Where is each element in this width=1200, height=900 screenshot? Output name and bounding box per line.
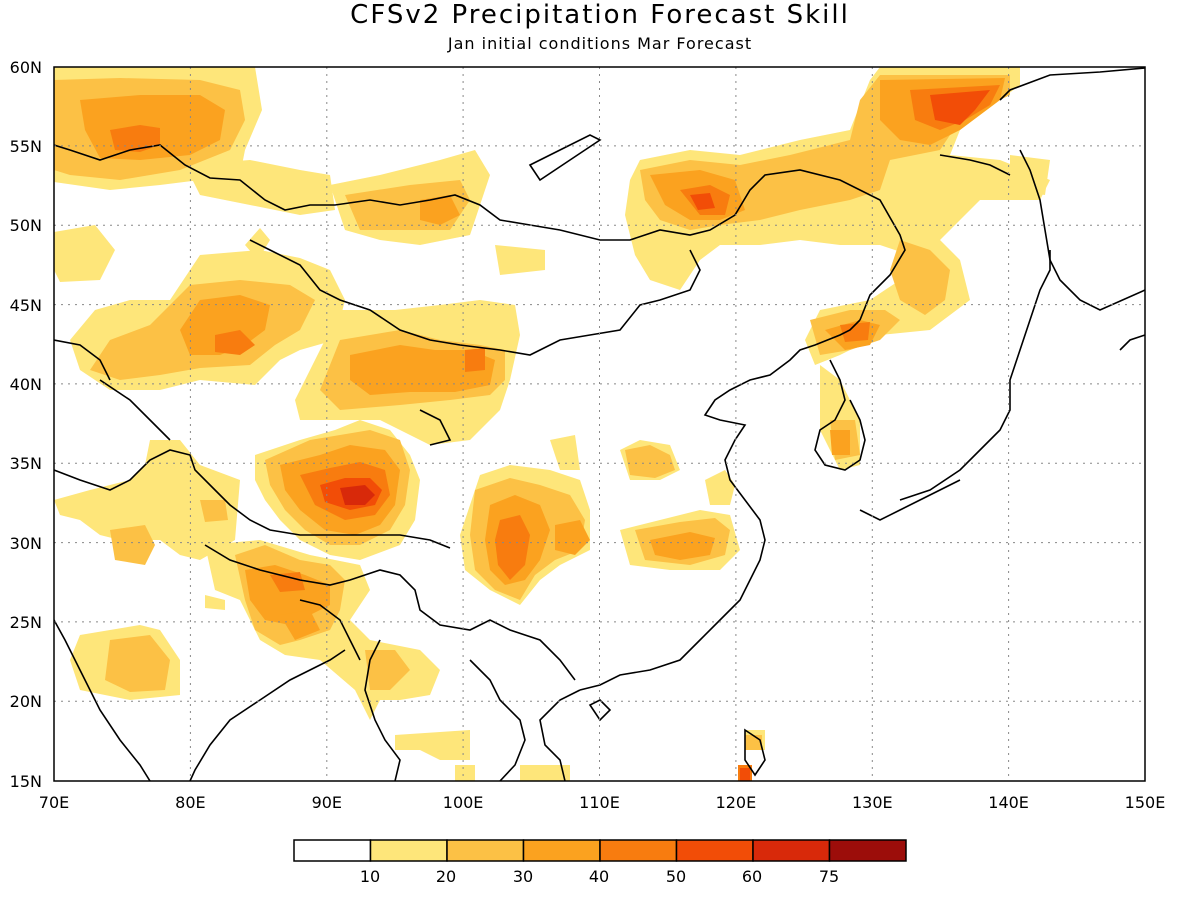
graticule: [54, 67, 1145, 781]
colorbar-swatch: [522, 839, 601, 862]
lon-tick-label: 120E: [716, 793, 757, 812]
colorbar-legend: 10 20 30 40 50 60 75: [293, 839, 907, 886]
lat-tick-label: 40N: [10, 375, 42, 394]
lat-tick-label: 20N: [10, 692, 42, 711]
colorbar-label: 30: [513, 867, 533, 886]
lon-tick-label: 70E: [39, 793, 69, 812]
lat-tick-label: 50N: [10, 216, 42, 235]
lon-tick-label: 80E: [175, 793, 205, 812]
lon-tick-label: 90E: [312, 793, 342, 812]
map-subtitle: Jan initial conditions Mar Forecast: [447, 34, 753, 53]
colorbar-swatch: [293, 839, 372, 862]
lon-tick-label: 130E: [852, 793, 893, 812]
colorbar-label: 40: [589, 867, 609, 886]
lat-tick-label: 60N: [10, 58, 42, 77]
coastline-borders: [54, 67, 1145, 781]
colorbar-label: 75: [819, 867, 839, 886]
colorbar-swatch: [752, 839, 831, 862]
lat-tick-label: 35N: [10, 454, 42, 473]
lon-tick-label: 150E: [1125, 793, 1166, 812]
lat-tick-label: 55N: [10, 137, 42, 156]
colorbar-labels: 10 20 30 40 50 60 75: [360, 867, 839, 886]
lon-tick-label: 110E: [579, 793, 620, 812]
skill-shading: [54, 67, 1050, 781]
lon-tick-labels: 70E 80E 90E 100E 110E 120E 130E 140E 150…: [39, 793, 1166, 812]
colorbar-swatch: [828, 839, 907, 862]
colorbar-swatch: [446, 839, 525, 862]
lat-tick-label: 15N: [10, 772, 42, 791]
colorbar-label: 60: [742, 867, 762, 886]
colorbar-label: 20: [436, 867, 456, 886]
lat-tick-label: 25N: [10, 613, 42, 632]
colorbar-label: 50: [666, 867, 686, 886]
lat-tick-labels: 15N 20N 25N 30N 35N 40N 45N 50N 55N 60N: [10, 58, 42, 791]
lon-tick-label: 140E: [988, 793, 1029, 812]
colorbar-boxes: [293, 839, 907, 862]
colorbar-swatch: [675, 839, 754, 862]
map-title: CFSv2 Precipitation Forecast Skill: [350, 0, 850, 30]
colorbar-swatch: [599, 839, 678, 862]
lat-tick-label: 45N: [10, 296, 42, 315]
lat-tick-label: 30N: [10, 534, 42, 553]
map-frame: [53, 66, 1146, 782]
colorbar-label: 10: [360, 867, 380, 886]
colorbar-swatch: [369, 839, 448, 862]
lon-tick-label: 100E: [443, 793, 484, 812]
